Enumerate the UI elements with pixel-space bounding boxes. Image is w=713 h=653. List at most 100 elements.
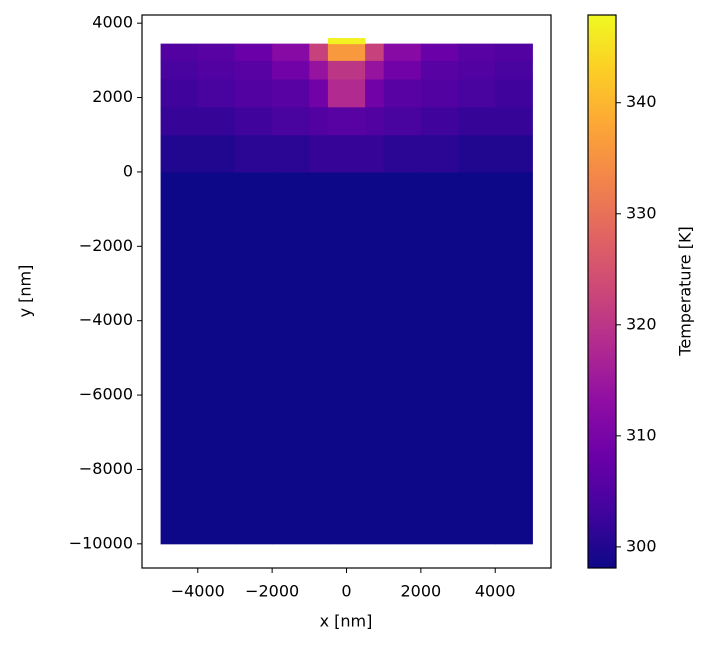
heatmap-cell [327, 78, 347, 108]
heatmap-cell [197, 43, 236, 61]
heatmap-cell [160, 134, 199, 173]
heatmap-cell [160, 60, 199, 80]
heatmap-cell [327, 43, 347, 61]
heatmap-cell [346, 43, 366, 61]
y-tick-label: 2000 [92, 87, 133, 106]
heatmap-cell [458, 60, 496, 80]
heatmap-cell [160, 43, 199, 61]
y-tick-label: −8000 [79, 459, 133, 478]
heatmap-cell [383, 246, 422, 545]
heatmap-cell [309, 60, 329, 80]
heatmap-cell [458, 246, 496, 545]
heatmap-cell [365, 246, 385, 545]
y-tick-label: −6000 [79, 385, 133, 404]
heatmap-cell [197, 106, 236, 136]
heatmap-cell [420, 246, 459, 545]
heatmap-cell [272, 78, 310, 108]
colorbar-tick-label: 320 [626, 314, 657, 333]
heatmap-cell [327, 106, 347, 136]
colorbar-tick-label: 330 [626, 203, 657, 222]
colorbar [587, 14, 617, 569]
heatmap-cell [420, 134, 459, 173]
heatmap-cell [495, 134, 533, 173]
heatmap-cell [420, 78, 459, 108]
heatmap-cell [495, 106, 533, 136]
heatmap-cell [346, 246, 366, 545]
x-axis-label: x [nm] [320, 612, 373, 631]
heatmap-cell [383, 106, 422, 136]
heatmap-cell [160, 246, 199, 545]
heatmap-cell [458, 43, 496, 61]
heatmap-cell [383, 171, 422, 247]
y-tick-label: −4000 [79, 310, 133, 329]
heatmap-cell [420, 43, 459, 61]
heatmap-cell [197, 78, 236, 108]
heatmap-cell [234, 43, 273, 61]
heatmap-cell [495, 78, 533, 108]
heatmap-cell [327, 134, 347, 173]
heatmap-cell [272, 60, 310, 80]
heatmap-cell [309, 106, 329, 136]
heatmap-cell [365, 78, 385, 108]
y-tick-label: 0 [123, 161, 133, 180]
heatmap-cell [495, 60, 533, 80]
x-tick-label: 0 [341, 582, 351, 601]
heatmap-cell [383, 134, 422, 173]
heatmap-cell [234, 78, 273, 108]
heatmap-cell [327, 246, 347, 545]
heatmap-cell [234, 60, 273, 80]
heatmap-cell [272, 43, 310, 61]
heatmap-cell [495, 246, 533, 545]
heatmap-cell [197, 134, 236, 173]
heatmap-cell [346, 134, 366, 173]
heatmap-cell [327, 171, 347, 247]
heatmap-cell [346, 106, 366, 136]
heatmap-cell [234, 246, 273, 545]
heatmap-cell [160, 106, 199, 136]
x-tick-label: 4000 [475, 582, 516, 601]
heatmap-cell [365, 43, 385, 61]
y-tick-label: −2000 [79, 236, 133, 255]
heatmap-cell [346, 60, 366, 80]
heatmap-cell [197, 246, 236, 545]
heatmap-cell [234, 106, 273, 136]
heatmap-cell [458, 106, 496, 136]
heatmap-cell [309, 43, 329, 61]
heatmap-cell [383, 60, 422, 80]
heatmap-cell [272, 134, 310, 173]
heatmap-cell [309, 134, 329, 173]
heatmap-cell [383, 43, 422, 61]
heatmap-cell [458, 171, 496, 247]
heatmap-cell [458, 134, 496, 173]
heatmap-cell [346, 171, 366, 247]
heatmap-cell [327, 38, 347, 45]
heatmap-cell [234, 134, 273, 173]
heatmap-cell [365, 171, 385, 247]
x-tick-label: −4000 [171, 582, 225, 601]
heatmap-cell [160, 78, 199, 108]
heatmap-cell [327, 60, 347, 80]
heatmap-cell [309, 78, 329, 108]
heatmap-cell [346, 78, 366, 108]
heatmap-cell [365, 60, 385, 80]
y-tick-label: −10000 [69, 533, 133, 552]
heatmap-cell [420, 60, 459, 80]
heatmap-cell [197, 171, 236, 247]
colorbar-tick-label: 340 [626, 92, 657, 111]
heatmap-cell [383, 78, 422, 108]
y-axis-label: y [nm] [16, 265, 35, 318]
heatmap-cell [272, 246, 310, 545]
heatmap-cell [234, 171, 273, 247]
x-tick-label: −2000 [245, 582, 299, 601]
heatmap-cell [309, 171, 329, 247]
heatmap-cell [495, 43, 533, 61]
heatmap-cell [197, 60, 236, 80]
heatmap-cell [160, 171, 199, 247]
colorbar-tick-label: 300 [626, 536, 657, 555]
heatmap-cell [272, 171, 310, 247]
heatmap-cell [346, 38, 366, 45]
heatmap-cell [458, 78, 496, 108]
heatmap-cell [365, 134, 385, 173]
colorbar-tick-label: 310 [626, 425, 657, 444]
